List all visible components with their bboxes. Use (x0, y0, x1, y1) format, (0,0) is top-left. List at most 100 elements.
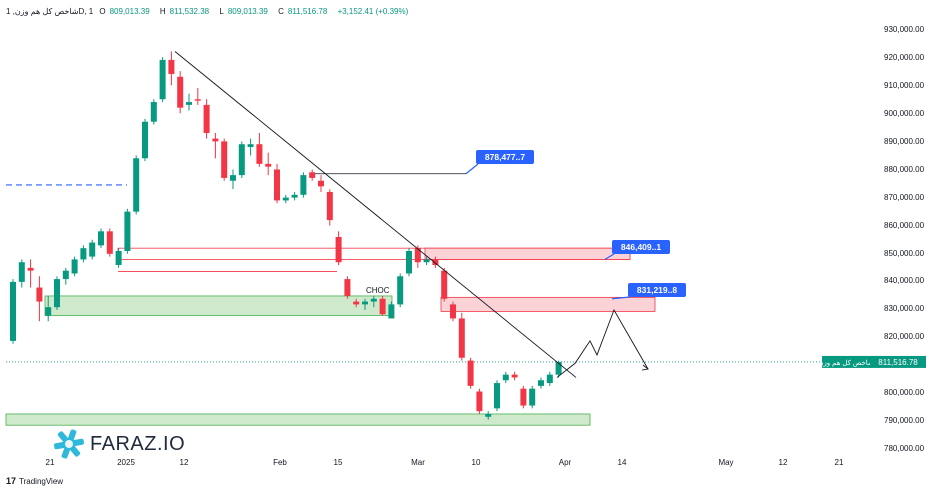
candle-body (142, 121, 148, 159)
candle-body (432, 259, 439, 266)
candle-body (71, 259, 78, 274)
candle-body (300, 175, 307, 195)
candle-body (177, 76, 184, 108)
choch-label: CHOC (366, 286, 390, 295)
tradingview-badge[interactable]: 17 TradingView (6, 476, 63, 486)
supply-zone-right (424, 247, 631, 260)
faraz-logo-text: FARAZ.IO (90, 432, 186, 455)
callout-pointer (611, 296, 631, 300)
demand-zone (44, 295, 393, 317)
y-tick-label: 860,000.00 (884, 221, 925, 230)
candle-body (238, 144, 245, 176)
y-tick-label: 880,000.00 (884, 165, 925, 174)
candle-body (353, 301, 360, 305)
ohlc-high: H 811,532.38 (159, 7, 210, 16)
y-tick-label: 930,000.00 (884, 25, 925, 34)
price-value-label: 811,516.78 (878, 358, 918, 367)
candle-body (370, 298, 377, 302)
candle-body (98, 231, 104, 246)
trendline (174, 51, 577, 378)
candle-body (256, 144, 263, 164)
supply-zone (440, 296, 656, 312)
x-tick-label: 12 (779, 458, 788, 467)
candle-body (194, 99, 201, 101)
price-name-tag (822, 355, 870, 368)
candle-body (247, 144, 254, 148)
candle-body (265, 163, 272, 167)
candle-body (397, 276, 404, 305)
price-change: +3,152.41 (+0.39%) (337, 7, 409, 16)
candle-body (27, 267, 34, 271)
x-tick-label: 15 (334, 458, 343, 467)
candle-body (186, 102, 192, 105)
x-tick-label: Feb (273, 458, 287, 467)
candle-body (230, 175, 236, 181)
demand-zone (5, 413, 591, 426)
candle-body (124, 211, 131, 251)
candle-body (318, 180, 324, 187)
candle-body (555, 361, 562, 375)
projection-path (556, 308, 649, 378)
y-tick-label: 900,000.00 (884, 109, 925, 118)
candle-body (282, 197, 289, 201)
y-tick-label: 910,000.00 (884, 81, 925, 90)
levels-layer (6, 173, 868, 363)
candle-body (45, 307, 52, 316)
callout-pointer (604, 253, 615, 260)
y-tick-label: 800,000.00 (884, 388, 925, 397)
x-tick-label: 21 (46, 458, 55, 467)
candle-body (494, 383, 500, 409)
candle-body (10, 281, 16, 341)
y-tick-label: 790,000.00 (884, 416, 925, 425)
candle-body (485, 413, 492, 417)
y-tick-label: 830,000.00 (884, 304, 925, 313)
candle-body (150, 102, 157, 122)
candle-body (441, 270, 448, 299)
candle-body (344, 279, 351, 296)
x-tick-label: 2025 (117, 458, 135, 467)
callout-box (476, 150, 534, 164)
candle-body (362, 301, 368, 305)
candle-body (89, 242, 96, 257)
candle-body (379, 298, 386, 315)
candle-body (80, 248, 87, 260)
callout-label: 831,219..8 (637, 285, 677, 295)
candle-body (221, 141, 228, 178)
candle-body (511, 374, 518, 378)
y-axis[interactable]: 930,000.00 920,000.00 910,000.00 900,000.00… (818, 25, 926, 453)
callout-pointer (465, 163, 479, 175)
x-tick-label: 14 (618, 458, 627, 467)
candle-body (423, 259, 430, 263)
candle-body (414, 248, 421, 263)
candle-body (291, 194, 298, 198)
candle-body (406, 250, 412, 274)
candle-body (62, 270, 69, 280)
ohlc-close: C 811,516.78 (278, 7, 328, 16)
candle-body (159, 59, 166, 100)
candle-body (388, 304, 395, 319)
x-tick-label: 21 (835, 458, 844, 467)
x-tick-label: 12 (180, 458, 189, 467)
candle-body (476, 391, 483, 412)
candle-body (467, 360, 474, 386)
candle-body (502, 374, 509, 381)
candle-body (115, 250, 122, 266)
candle-body (529, 388, 536, 406)
candle-body (54, 279, 60, 308)
callout-label: 878,477..7 (485, 152, 525, 162)
callout-box (628, 283, 686, 297)
y-tick-label: 780,000.00 (884, 444, 925, 453)
x-tick-label: 10 (472, 458, 481, 467)
x-axis[interactable]: 21 2025 12 Feb 15 Mar 10 Apr 14 May 12 21 (46, 458, 844, 467)
y-tick-label: 920,000.00 (884, 53, 925, 62)
candle-body (520, 388, 527, 406)
candle-body (133, 158, 140, 212)
symbol-name[interactable]: شاخص کل هم وزن, 1D, 1 (6, 7, 94, 16)
symbol-header: شاخص کل هم وزن, 1D, 1 O 809,013.39 H 811,5… (6, 7, 412, 16)
zones-layer (5, 247, 656, 426)
x-tick-label: Apr (559, 458, 572, 467)
candle-body (538, 380, 544, 386)
drawings-layer (174, 51, 650, 378)
callout-label: 846,409..1 (621, 242, 661, 252)
